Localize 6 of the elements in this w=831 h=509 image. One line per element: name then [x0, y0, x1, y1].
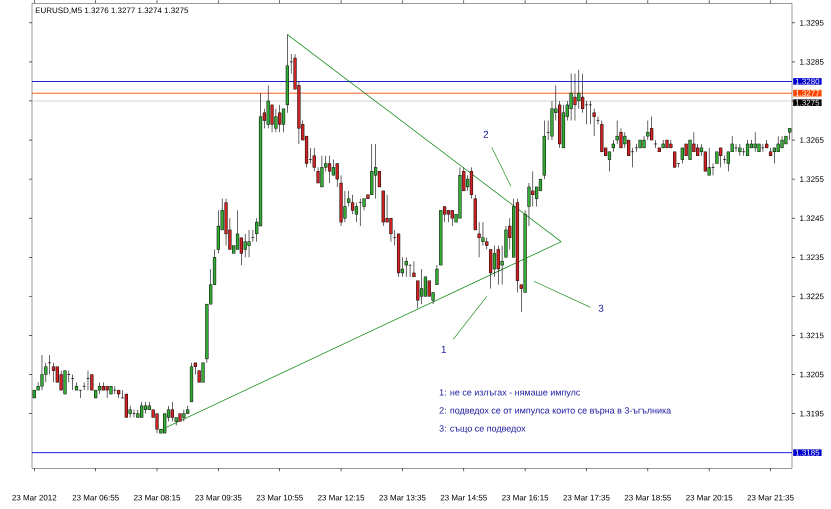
annotation: 3: също се подведох — [439, 425, 526, 434]
annotation: 2 — [484, 130, 488, 138]
annotation: 1 — [442, 346, 446, 353]
annotation: 2: подведох се от импулса които се върна в 3-ъгълника — [440, 407, 672, 416]
annotation: 1: не се излъгах - нямаше импулс — [440, 389, 580, 398]
annotation: 3 — [598, 304, 604, 312]
